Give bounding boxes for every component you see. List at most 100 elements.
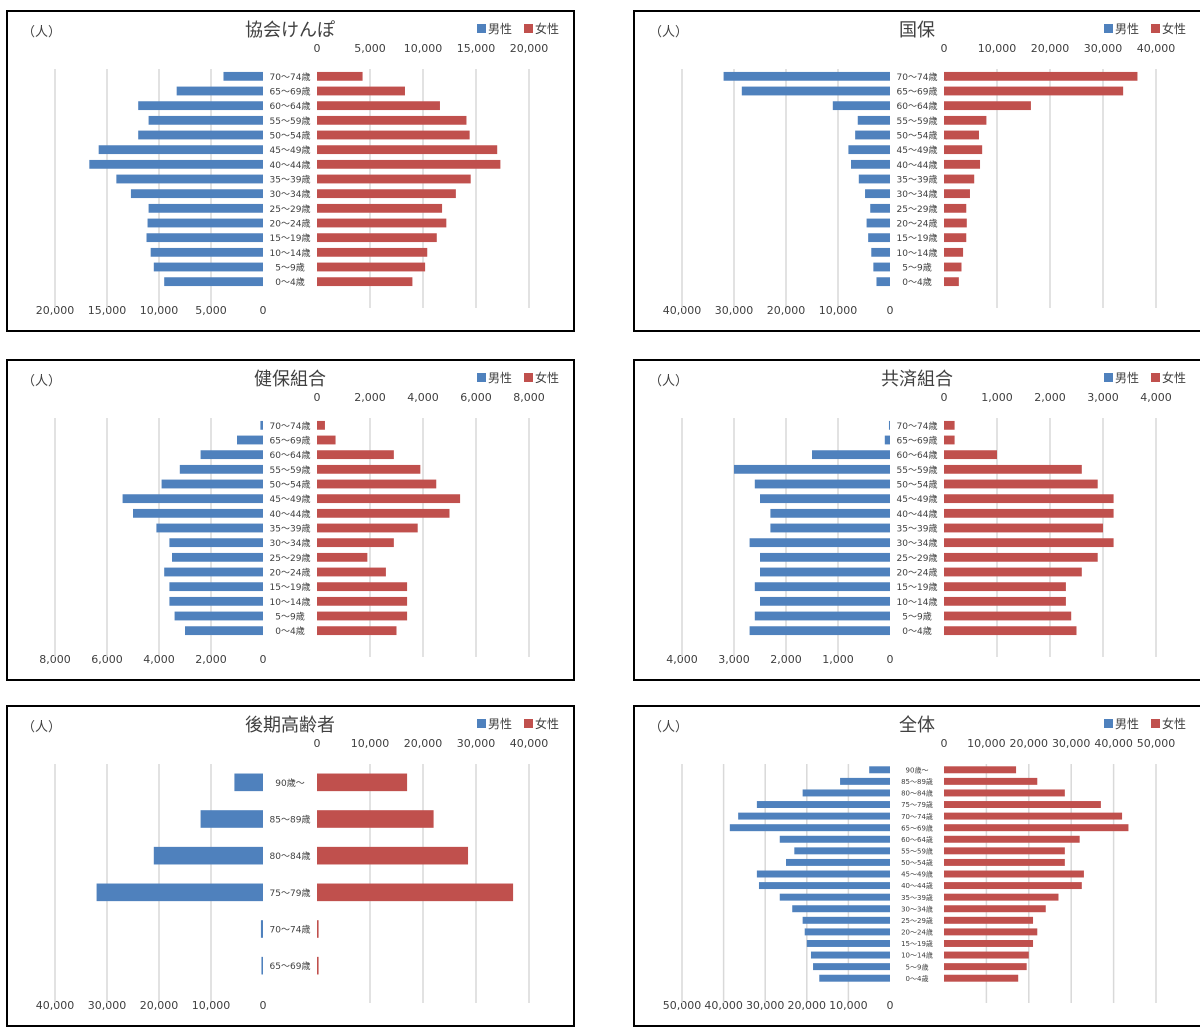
bar-male: [738, 812, 890, 820]
bar-female: [944, 835, 1080, 843]
bar-female: [317, 115, 467, 125]
tick-label-top: 20,000: [1010, 737, 1049, 750]
bar-female: [944, 130, 979, 140]
bar-male: [150, 247, 263, 257]
bar-female: [317, 479, 437, 489]
chart-title: 健保組合: [254, 369, 326, 390]
bar-male: [786, 858, 890, 866]
bar-male: [871, 247, 890, 257]
category-label: 80～84歳: [270, 850, 311, 862]
category-label: 45～49歳: [897, 493, 938, 505]
bar-female: [317, 523, 418, 533]
category-label: 70～74歳: [897, 71, 938, 83]
tick-label-bottom: 50,000: [663, 999, 702, 1012]
category-label: 30～34歳: [897, 537, 938, 549]
category-label: 60～64歳: [270, 449, 311, 461]
bar-male: [96, 883, 263, 902]
tick-label-top: 20,000: [1031, 42, 1070, 55]
category-label: 45～49歳: [270, 493, 311, 505]
tick-label-top: 8,000: [513, 391, 545, 404]
bar-male: [813, 963, 890, 971]
bar-male: [200, 450, 263, 460]
tick-label-bottom: 20,000: [36, 304, 75, 317]
category-label: 15～19歳: [897, 581, 938, 593]
category-label: 5～9歳: [275, 261, 304, 273]
bar-female: [317, 626, 397, 636]
bar-female: [944, 905, 1046, 913]
legend-female-label: 女性: [535, 716, 559, 731]
category-label: 45～49歳: [901, 870, 933, 879]
tick-label-bottom: 20,000: [788, 999, 827, 1012]
bar-female: [317, 86, 405, 96]
bar-male: [153, 846, 263, 865]
bar-female: [317, 174, 471, 184]
bar-female: [944, 420, 955, 430]
chart-panel-zentai: （人） 全体 男性 女性 0 50,000 10,000 40,000 20,000 30,000…: [633, 705, 1200, 1027]
bar-female: [944, 801, 1101, 808]
bar-male: [819, 974, 890, 982]
category-label: 40～44歳: [270, 159, 311, 171]
tick-label-top: 30,000: [457, 737, 496, 750]
tick-label-top: 4,000: [1140, 391, 1172, 404]
bar-male: [133, 508, 263, 518]
bar-female: [944, 567, 1082, 577]
chart-title: 国保: [899, 20, 935, 41]
legend-male-swatch: [1104, 24, 1113, 33]
tick-label-bottom: 2,000: [770, 653, 802, 666]
bar-male: [760, 567, 890, 577]
tick-label-top: 0: [314, 737, 321, 750]
tick-label-bottom: 40,000: [36, 999, 75, 1012]
bar-male: [884, 435, 890, 445]
legend-male-swatch: [1104, 719, 1113, 728]
category-label: 75～79歳: [901, 800, 933, 809]
bar-female: [944, 450, 997, 460]
bar-male: [858, 174, 890, 184]
category-label: 10～14歳: [270, 596, 311, 608]
category-label: 10～14歳: [901, 951, 933, 960]
bar-female: [317, 810, 434, 828]
tick-label-top: 30,000: [1052, 737, 1091, 750]
category-label: 30～34歳: [897, 188, 938, 200]
tick-label-bottom: 2,000: [195, 653, 227, 666]
legend-female-label: 女性: [1162, 21, 1186, 36]
tick-label-bottom: 0: [887, 304, 894, 317]
category-label: 10～14歳: [897, 596, 938, 608]
tick-label-top: 40,000: [1137, 42, 1176, 55]
bar-male: [138, 101, 263, 111]
bar-female: [944, 552, 1098, 562]
category-label: 40～44歳: [897, 159, 938, 171]
bar-female: [944, 247, 964, 257]
category-label: 15～19歳: [270, 581, 311, 593]
tick-label-bottom: 6,000: [91, 653, 123, 666]
bar-female: [317, 567, 386, 577]
legend-male-swatch: [477, 373, 486, 382]
bar-male: [760, 552, 890, 562]
bar-female: [944, 963, 1027, 971]
bar-female: [944, 233, 967, 243]
bar-female: [317, 130, 470, 140]
bar-female: [944, 71, 1138, 81]
bar-male: [237, 435, 263, 445]
category-label: 15～19歳: [897, 232, 938, 244]
bar-female: [944, 494, 1114, 504]
legend-male-label: 男性: [488, 371, 512, 385]
bar-female: [944, 596, 1066, 606]
bar-male: [794, 847, 890, 855]
bar-male: [812, 450, 890, 460]
tick-label-top: 40,000: [510, 737, 549, 750]
bar-male: [174, 611, 263, 621]
category-label: 25～29歳: [901, 916, 933, 925]
bar-female: [944, 262, 962, 272]
legend-male-label: 男性: [1115, 22, 1139, 36]
tick-label-top: 4,000: [407, 391, 439, 404]
bar-female: [944, 824, 1129, 832]
category-label: 70～74歳: [270, 923, 311, 935]
category-label: 20～24歳: [897, 217, 938, 229]
category-label: 40～44歳: [270, 508, 311, 520]
tick-label-top: 40,000: [1094, 737, 1133, 750]
bar-female: [944, 435, 955, 445]
category-label: 20～24歳: [270, 566, 311, 578]
category-label: 55～59歳: [901, 847, 933, 856]
bar-male: [146, 233, 263, 243]
bar-male: [200, 810, 263, 828]
